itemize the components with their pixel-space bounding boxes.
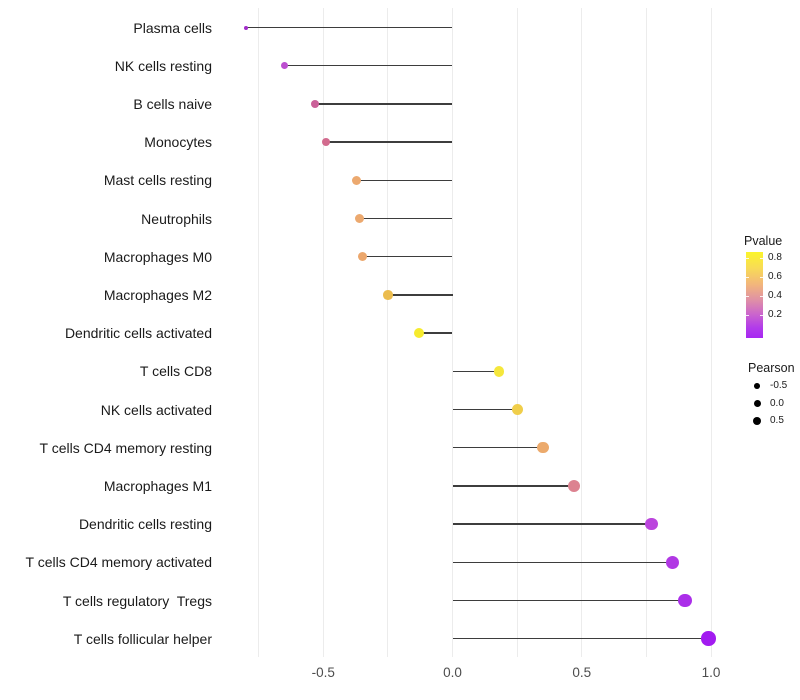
lollipop-stem xyxy=(452,370,500,373)
lollipop-point xyxy=(383,290,393,300)
colorbar-tick xyxy=(760,277,763,278)
pearson-legend-dot xyxy=(754,383,760,389)
x-axis-tick-label: -0.5 xyxy=(311,665,335,680)
category-label: Monocytes xyxy=(144,134,212,151)
x-axis-tick-label: 1.0 xyxy=(701,665,721,680)
gridline xyxy=(322,8,324,657)
category-label: T cells CD4 memory resting xyxy=(39,439,212,456)
gridline xyxy=(387,8,389,657)
lollipop-stem xyxy=(452,599,686,602)
colorbar-tick xyxy=(760,315,763,316)
lollipop-point xyxy=(354,214,364,223)
lollipop-point xyxy=(645,517,658,531)
category-label: NK cells activated xyxy=(100,401,212,418)
lollipop-point xyxy=(357,252,367,262)
x-axis-tick-label: 0.5 xyxy=(572,665,592,680)
category-label: Plasma cells xyxy=(133,19,212,36)
colorbar-tick-label: 0.8 xyxy=(768,252,782,263)
lollipop-stem xyxy=(245,26,453,29)
lollipop-stem xyxy=(452,408,518,411)
lollipop-point xyxy=(511,404,523,415)
lollipop-stem xyxy=(284,64,453,67)
lollipop-point xyxy=(413,328,424,339)
category-label: Dendritic cells resting xyxy=(78,516,212,533)
category-label: T cells follicular helper xyxy=(73,630,212,647)
category-label: Neutrophils xyxy=(141,210,212,227)
lollipop-point xyxy=(493,366,505,377)
lollipop-stem xyxy=(325,141,453,143)
lollipop-point xyxy=(321,137,331,147)
colorbar-tick xyxy=(760,296,763,297)
lollipop-stem xyxy=(418,332,453,334)
lollipop-point xyxy=(678,593,692,608)
category-label: B cells naive xyxy=(133,95,212,112)
category-label: T cells regulatory Tregs xyxy=(62,592,212,609)
gridline xyxy=(581,8,583,657)
x-axis-tick-label: 0.0 xyxy=(443,665,462,680)
pearson-legend-title: Pearson xyxy=(748,361,795,375)
pearson-legend-label: -0.5 xyxy=(770,380,788,391)
colorbar-tick xyxy=(746,296,749,297)
gridline xyxy=(516,8,518,657)
gridline xyxy=(258,8,260,657)
lollipop-stem xyxy=(452,561,673,564)
lollipop-stem xyxy=(362,255,453,258)
pearson-legend-dot xyxy=(753,417,761,426)
lollipop-point xyxy=(665,555,679,569)
colorbar-tick xyxy=(746,315,749,316)
colorbar-tick xyxy=(746,258,749,259)
lollipop-point xyxy=(537,441,549,454)
lollipop-stem xyxy=(452,637,709,640)
lollipop-stem xyxy=(387,294,453,296)
colorbar-tick xyxy=(746,277,749,278)
lollipop-point xyxy=(352,175,362,185)
lollipop-point xyxy=(567,479,581,493)
colorbar-tick xyxy=(760,258,763,259)
colorbar-tick-label: 0.4 xyxy=(768,290,782,301)
lollipop-point xyxy=(280,62,288,70)
pvalue-legend-title: Pvalue xyxy=(744,234,783,248)
colorbar-tick-label: 0.2 xyxy=(768,309,782,320)
lollipop-point xyxy=(701,631,716,646)
lollipop-point xyxy=(243,25,248,30)
pearson-legend-dot xyxy=(753,400,761,408)
category-label: T cells CD4 memory activated xyxy=(25,554,212,571)
category-label: NK cells resting xyxy=(114,57,212,74)
category-label: Dendritic cells activated xyxy=(64,325,212,342)
category-label: T cells CD8 xyxy=(139,363,212,380)
category-label: Macrophages M0 xyxy=(103,248,212,265)
gridline xyxy=(452,8,453,657)
lollipop-stem xyxy=(452,485,574,487)
gridline xyxy=(710,8,712,657)
gridline xyxy=(645,8,647,657)
category-label: Macrophages M1 xyxy=(103,477,212,494)
pvalue-colorbar xyxy=(746,252,763,338)
lollipop-point xyxy=(311,99,320,108)
category-label: Mast cells resting xyxy=(103,172,212,189)
lollipop-stem xyxy=(452,446,543,449)
category-label: Macrophages M2 xyxy=(103,286,212,303)
lollipop-stem xyxy=(315,103,453,105)
pearson-legend-label: 0.0 xyxy=(770,397,784,409)
pearson-legend-label: 0.5 xyxy=(770,415,784,427)
lollipop-stem xyxy=(356,179,453,182)
lollipop-stem xyxy=(452,523,652,525)
lollipop-stem xyxy=(359,217,453,220)
colorbar-tick-label: 0.6 xyxy=(768,271,782,282)
